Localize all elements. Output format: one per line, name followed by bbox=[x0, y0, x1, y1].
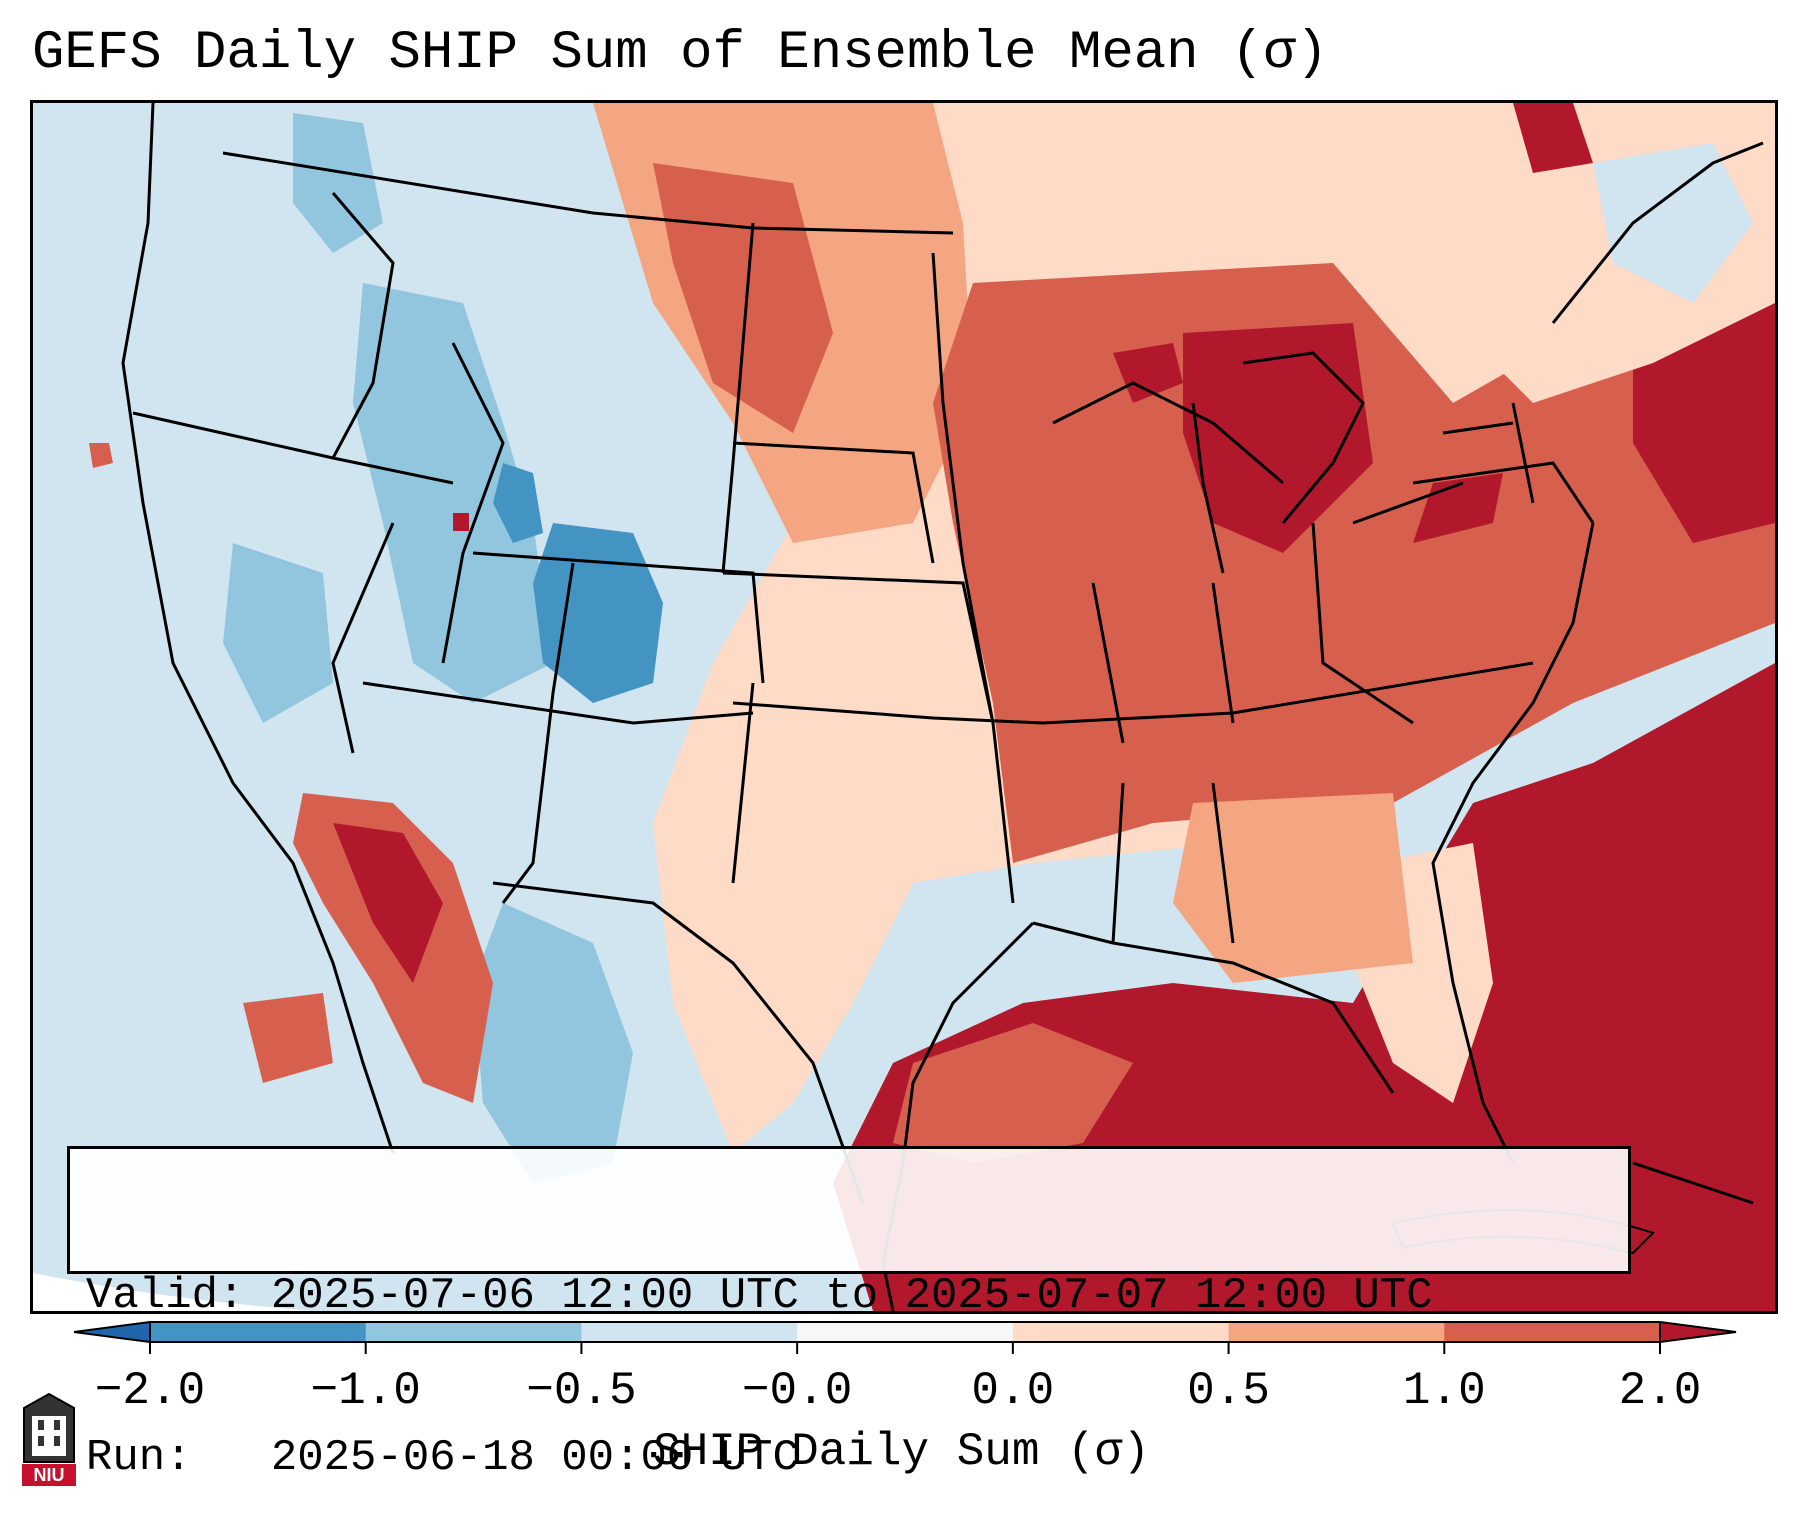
chart-title: GEFS Daily SHIP Sum of Ensemble Mean (σ) bbox=[32, 23, 1329, 84]
colorbar-tick-label: 1.0 bbox=[1402, 1365, 1486, 1417]
boundary-wa-id bbox=[331, 192, 395, 459]
colorbar-tick-label: 0.5 bbox=[1187, 1365, 1270, 1417]
region-sonora bbox=[473, 903, 633, 1183]
region-northeast-blue bbox=[1593, 143, 1753, 303]
boundary-st-lawrence bbox=[1551, 141, 1764, 324]
region-lake-superior bbox=[1113, 343, 1183, 403]
colorbar bbox=[73, 1320, 1737, 1354]
region-midwest-east bbox=[933, 263, 1775, 863]
boundary-utah-arizona bbox=[362, 681, 754, 725]
colorbar-tick-label: −2.0 bbox=[94, 1365, 206, 1417]
boundary-ny-pa bbox=[1412, 461, 1595, 524]
boundary-ms-al bbox=[1111, 782, 1125, 944]
region-cascades bbox=[293, 113, 383, 253]
us-mexico-border bbox=[492, 881, 865, 1204]
region-socal-core bbox=[333, 823, 443, 983]
colorbar-segment bbox=[1444, 1322, 1661, 1342]
colorbar-tick-label: 0.0 bbox=[971, 1365, 1055, 1417]
region-colorado-core bbox=[533, 523, 663, 703]
region-hudson-red bbox=[1513, 103, 1593, 173]
boundary-in-oh bbox=[1211, 582, 1235, 724]
boundary-az-nm bbox=[501, 562, 575, 904]
colorbar-tick-label: 2.0 bbox=[1618, 1365, 1702, 1417]
region-new-england bbox=[1633, 303, 1775, 543]
university-seal-icon: NIU bbox=[22, 1392, 76, 1486]
region-great-basin bbox=[353, 283, 553, 703]
boundary-lake-erie bbox=[1352, 481, 1464, 525]
boundary-lake-ontario bbox=[1442, 421, 1514, 435]
boundary-mn-ia-mo bbox=[931, 252, 1015, 904]
logo-text: NIU bbox=[34, 1465, 65, 1485]
colorbar-tick-label: −0.0 bbox=[741, 1365, 853, 1417]
boundary-lake-huron bbox=[1242, 351, 1365, 524]
canada-border-west bbox=[222, 151, 954, 235]
colorbar-extend-high bbox=[1659, 1320, 1737, 1344]
domain-edge-left bbox=[33, 1273, 314, 1311]
colorbar-label: SHIP Daily Sum (σ) bbox=[653, 1426, 1150, 1478]
colorbar-segments bbox=[150, 1322, 1661, 1342]
boundary-ok-ks bbox=[732, 701, 1044, 725]
region-utah-pixel bbox=[453, 513, 469, 531]
colorbar-segment bbox=[1228, 1322, 1445, 1342]
colorbar-segment bbox=[1012, 1322, 1230, 1342]
boundary-al-ga bbox=[1211, 782, 1235, 944]
region-lake-erie-ontario bbox=[1413, 473, 1503, 543]
boundary-colorado bbox=[472, 551, 765, 684]
boundary-lake-michigan bbox=[1191, 402, 1225, 574]
boundary-vt-nh bbox=[1511, 402, 1535, 504]
boundary-id-mt bbox=[441, 342, 505, 664]
west-coastline bbox=[121, 103, 395, 1154]
region-wyoming-spot bbox=[493, 463, 543, 543]
region-montana-red bbox=[653, 163, 833, 433]
boundary-ca-nv bbox=[331, 522, 395, 754]
valid-time-text: Valid: 2025-07-06 12:00 UTC to 2025-07-0… bbox=[86, 1271, 1433, 1321]
region-nevada bbox=[223, 543, 333, 723]
bahamas-outline bbox=[1632, 1161, 1754, 1205]
gulf-coastline-east bbox=[1032, 921, 1395, 1094]
colorbar-tick-label: −0.5 bbox=[526, 1365, 637, 1417]
boundary-great-lakes-1 bbox=[1052, 381, 1284, 485]
colorbar-extend-low bbox=[73, 1320, 151, 1344]
colorbar-segment bbox=[365, 1322, 582, 1342]
region-coast-pixel bbox=[89, 443, 113, 468]
run-time-text: Run: 2025-06-18 00:00 UTC bbox=[86, 1433, 799, 1483]
ship-anomaly-map bbox=[33, 103, 1775, 1311]
validity-info-box: Valid: 2025-07-06 12:00 UTC to 2025-07-0… bbox=[67, 1146, 1631, 1483]
boundary-dakotas-west bbox=[721, 222, 755, 574]
boundary-lines bbox=[121, 103, 1764, 1311]
boundary-oh-pa-va bbox=[1311, 522, 1414, 725]
colorbar-segment bbox=[150, 1322, 367, 1342]
colorbar-ticks bbox=[149, 1342, 1661, 1354]
colorbar-segment bbox=[797, 1322, 1014, 1342]
colorbar-outline bbox=[149, 1321, 1661, 1343]
colorbar-segment bbox=[581, 1322, 798, 1342]
region-pacific-patch bbox=[243, 993, 333, 1083]
boundary-nm-tx bbox=[731, 682, 755, 884]
region-western-gulf bbox=[893, 1023, 1133, 1163]
boundary-il-in bbox=[1091, 582, 1125, 744]
boundary-sd-ne bbox=[732, 441, 935, 564]
colorbar-tick-label: −1.0 bbox=[310, 1365, 421, 1417]
map-panel bbox=[30, 100, 1778, 1314]
east-coastline bbox=[1431, 522, 1595, 1164]
region-lake-michigan-huron bbox=[1183, 323, 1373, 553]
